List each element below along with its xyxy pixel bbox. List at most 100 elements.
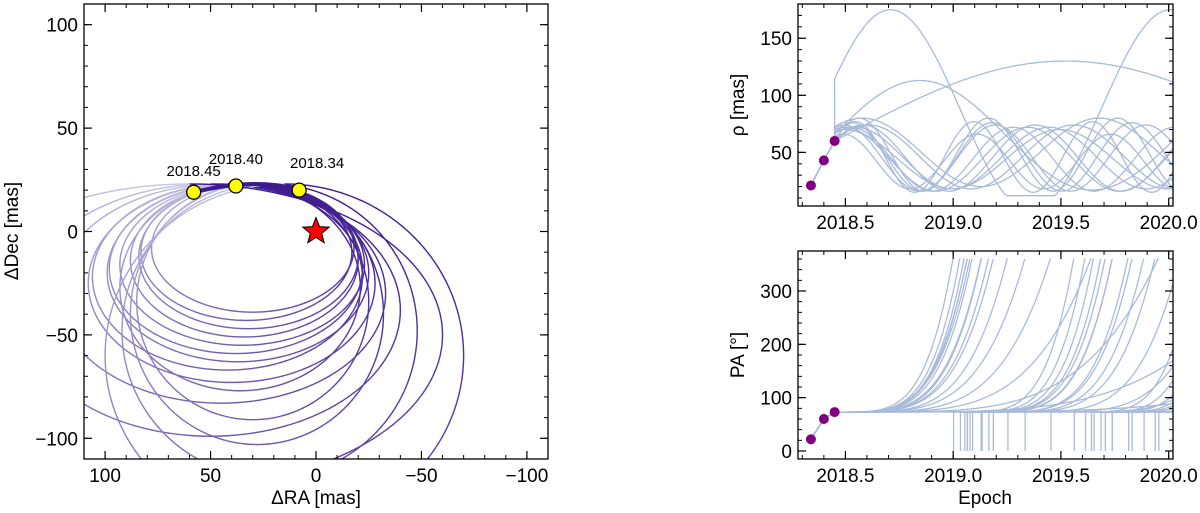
orbit-segment [174, 189, 182, 193]
separation-observation [818, 155, 829, 166]
orbit-segment [454, 301, 458, 311]
orbit-segment [338, 344, 345, 350]
orbit-segment [380, 358, 386, 366]
orbit-segment [168, 407, 175, 414]
orbit-segment [266, 386, 273, 389]
orbit-segment [348, 236, 354, 243]
orbit-segment [198, 330, 205, 333]
orbit-segment [136, 305, 141, 310]
orbit-segment [199, 312, 206, 316]
orbit-segment [342, 227, 348, 234]
orbit-segment [93, 255, 97, 262]
orbit-segment [289, 475, 296, 476]
pa-observation [818, 414, 829, 424]
orbit-segment [395, 220, 404, 228]
orbit-segment [273, 441, 281, 445]
orbit-segment [304, 384, 313, 389]
orbit-segment [327, 333, 334, 338]
orbit-segment [317, 200, 324, 205]
orbit-segment [179, 312, 185, 316]
orbit-segment [60, 202, 70, 205]
orbit-segment [407, 375, 411, 384]
orbit-segment [461, 331, 464, 341]
orbit-segment [132, 278, 136, 286]
orbit-segment [322, 358, 328, 363]
orbit-segment [134, 253, 141, 262]
orbit-segment [194, 328, 201, 332]
orbit-segment [414, 303, 417, 312]
orbit-segment [161, 312, 167, 317]
orbit-segment [145, 218, 151, 224]
orbit-segment [126, 221, 131, 226]
orbit-segment [223, 483, 234, 484]
orbit-segment [278, 393, 287, 397]
orbit-segment [390, 490, 396, 495]
orbit-segment [43, 245, 47, 250]
orbit-segment [357, 232, 364, 239]
orbit-segment [191, 198, 198, 204]
orbit-segment [292, 409, 300, 413]
x-tick-label: 2019.0 [924, 466, 982, 487]
x-tick-label: 2019.0 [924, 213, 982, 234]
orbit-segment [58, 308, 59, 313]
orbit-segment [171, 440, 179, 447]
orbit-segment [310, 346, 317, 351]
orbit-segment [333, 314, 339, 319]
orbit-segment [21, 293, 22, 299]
orbit-segment [281, 373, 289, 377]
orbit-segment [176, 398, 186, 402]
orbit-segment [295, 353, 303, 358]
orbit-segment [22, 327, 23, 333]
orbit-segment [48, 375, 53, 380]
orbit-segment [390, 342, 395, 350]
orbit-segment [351, 356, 356, 363]
orbit-segment [224, 470, 230, 472]
orbit-segment [351, 227, 357, 234]
orbit-segment [368, 335, 374, 342]
orbit-segment [437, 354, 441, 363]
orbit-segment [360, 215, 368, 221]
orbit-segment [386, 422, 395, 430]
orbit-segment [368, 374, 375, 381]
pa-track [810, 258, 1173, 451]
orbit-segment [148, 215, 154, 221]
orbit-segment [293, 327, 299, 331]
orbit-segment [106, 324, 109, 334]
orbit-segment [364, 246, 370, 254]
orbit-segment [137, 262, 142, 270]
orbit-segment [145, 410, 151, 418]
orbit-segment [358, 342, 363, 349]
orbit-segment [359, 299, 364, 305]
orbit-segment [154, 183, 168, 186]
orbit-segment [135, 353, 140, 361]
orbit-segment [92, 288, 96, 295]
orbit-segment [186, 201, 193, 207]
orbit-segment [451, 294, 456, 304]
orbit-segment [211, 411, 218, 415]
orbit-segment [412, 356, 416, 365]
orbit-segment [127, 351, 134, 356]
orbit-segment [201, 407, 208, 411]
orbit-segment [383, 494, 390, 498]
orbit-segment [93, 292, 97, 299]
orbit-segment [376, 249, 383, 257]
orbit-segment [298, 386, 307, 391]
orbit-segment [268, 333, 276, 336]
orbit-segment [155, 190, 164, 194]
orbit-segment [128, 241, 133, 248]
orbit-segment [112, 417, 122, 422]
orbit-segment [63, 260, 65, 265]
orbit-segment [318, 329, 325, 334]
orbit-segment [151, 187, 161, 191]
orbit-segment [263, 349, 271, 353]
orbit-segment [274, 189, 282, 193]
orbit-segment [306, 321, 312, 326]
orbit-segment [323, 187, 333, 191]
orbit-segment [380, 268, 384, 275]
orbit-segment [318, 315, 324, 319]
orbit-segment [250, 367, 259, 370]
orbit-segment [355, 220, 366, 227]
orbit-segment [168, 200, 175, 205]
orbit-segment [284, 423, 294, 427]
pa-observation-group [805, 407, 840, 445]
